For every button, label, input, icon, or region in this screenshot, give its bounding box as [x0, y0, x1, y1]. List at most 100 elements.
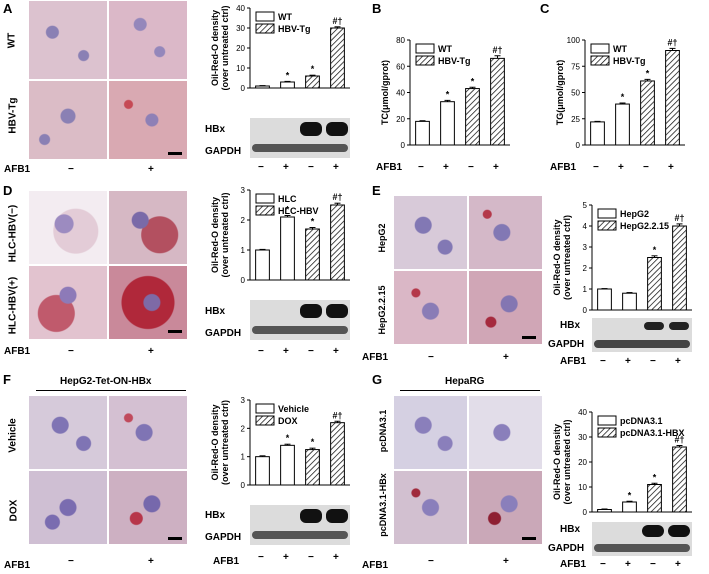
title-line-f	[36, 390, 186, 391]
legend-swatch	[590, 55, 610, 66]
blot-band	[252, 531, 348, 539]
significance-mark: *	[646, 68, 650, 78]
afb-mark: +	[625, 559, 631, 570]
row-label-dox: DOX	[8, 499, 20, 522]
y-tick-label: 75	[571, 62, 580, 71]
blot-label-hbx-d: HBx	[205, 306, 226, 317]
significance-mark: #†	[667, 37, 677, 47]
y-tick-label: 40	[236, 4, 245, 13]
chart-a: 0 10 20 30 40 Oil-Red-O density (over untreate…	[210, 4, 350, 93]
scale-bar-f	[168, 537, 182, 540]
legend-swatch	[597, 415, 617, 426]
afb-mark-g-1: −	[428, 556, 434, 567]
blot-band	[300, 122, 322, 136]
significance-mark: *	[628, 490, 632, 500]
bar	[615, 103, 630, 146]
y-tick-label: 100	[567, 36, 581, 45]
significance-mark: #†	[332, 16, 342, 26]
blot-band	[300, 304, 322, 318]
legend-label: HLC-HBV	[278, 206, 319, 216]
y-tick-label: 3	[583, 243, 588, 252]
afb-mark: −	[308, 346, 314, 357]
significance-mark: #†	[492, 45, 502, 55]
y-tick-label: 60	[396, 62, 405, 71]
y-tick-label: 5	[583, 201, 588, 210]
micrograph-d-1	[28, 190, 108, 265]
legend-swatch	[415, 43, 435, 54]
afb-row-a-chart: − + − +	[250, 162, 350, 174]
blot-band	[326, 304, 348, 318]
blot-d	[250, 300, 350, 340]
panel-title-g: HepaRG	[445, 376, 485, 387]
afb-mark: +	[443, 162, 449, 173]
y-axis-label: TC(μmol/gprot)	[380, 60, 390, 125]
y-tick-label: 3	[241, 396, 246, 405]
micrograph-f-4	[108, 470, 188, 545]
significance-mark: *	[286, 433, 290, 443]
bar	[647, 484, 662, 513]
y-axis-label: (over untreated ctrl)	[562, 419, 572, 504]
bar	[305, 449, 320, 486]
y-axis-label: TG(μmol/gprot)	[555, 60, 565, 126]
afb-mark: −	[650, 356, 656, 367]
blot-label-hbx-a: HBx	[205, 124, 226, 135]
legend-swatch	[590, 43, 610, 54]
scale-bar-a	[168, 152, 182, 155]
row-label-pcdna31: pcDNA3.1	[378, 409, 388, 453]
afb-mark: +	[333, 346, 339, 357]
blot-label-gapdh-f: GAPDH	[205, 532, 242, 543]
legend-label: HepG2.2.15	[620, 221, 669, 231]
y-tick-label: 0	[583, 508, 588, 517]
row-label-hlc-hbv-neg: HLC-HBV(−)	[7, 204, 19, 263]
afb-mark: +	[283, 162, 289, 173]
afb-mark-e-2: +	[503, 352, 509, 363]
afb-label-g-micro: AFB1	[362, 560, 389, 571]
afb-row-d-chart: − + − +	[250, 346, 350, 358]
legend-label: HLC	[278, 194, 297, 204]
micrograph-a-3	[28, 80, 108, 160]
micrograph-f-3	[28, 470, 108, 545]
afb-mark: −	[600, 356, 606, 367]
bar	[415, 120, 430, 146]
bar	[622, 501, 637, 513]
bar	[465, 88, 480, 146]
chart-g: 0 10 20 30 40 Oil-Red-O density (over untreate…	[552, 408, 692, 517]
afb-mark-e-1: −	[428, 352, 434, 363]
blot-g	[592, 522, 692, 556]
micrograph-e-4	[468, 270, 543, 345]
afb-mark-f-2: +	[148, 556, 154, 567]
y-axis-label: (over untreated ctrl)	[220, 400, 230, 485]
chart-svg: 0 10 20 30 40 Oil-Red-O density (over untreate…	[552, 408, 692, 517]
significance-mark: #†	[674, 213, 684, 223]
row-label-hbv-tg: HBV-Tg	[7, 97, 19, 134]
bar	[330, 422, 345, 486]
afb-row-e-chart: − + − +	[592, 356, 692, 368]
afb-mark-a-2: +	[148, 164, 154, 175]
significance-mark: *	[621, 92, 625, 102]
afb-mark: +	[675, 356, 681, 367]
chart-svg: 0 20 40 60 80 TC(μmol/gprot) * * #† WT HBV-Tg	[380, 36, 510, 150]
y-tick-label: 20	[578, 458, 587, 467]
afb-label-e-chart: AFB1	[560, 356, 587, 367]
scale-bar-g	[522, 537, 536, 540]
legend-label: DOX	[278, 416, 298, 426]
legend-label: HepG2	[620, 209, 649, 219]
bar	[255, 249, 270, 281]
y-tick-label: 1	[583, 285, 588, 294]
bar	[672, 225, 687, 311]
blot-label-hbx-e: HBx	[560, 320, 581, 331]
afb-mark: −	[593, 162, 599, 173]
afb-mark: −	[258, 346, 264, 357]
chart-c: 0 25 50 75 100 TG(μmol/gprot) * * #† WT HBV-Tg	[555, 36, 685, 150]
y-axis-label: Oil-Red-O density	[552, 219, 562, 295]
afb-mark-d-2: +	[148, 346, 154, 357]
afb-row-b: − + − +	[410, 162, 510, 174]
micrograph-e-1	[393, 195, 468, 270]
blot-label-hbx-f: HBx	[205, 510, 226, 521]
micrograph-g-4	[468, 470, 543, 545]
afb-label-b: AFB1	[376, 162, 403, 173]
blot-band	[668, 525, 690, 537]
y-tick-label: 1	[241, 453, 246, 462]
chart-svg: 0 1 2 3 4 5 Oil-Red-O density (over untreated c…	[552, 201, 692, 315]
chart-b: 0 20 40 60 80 TC(μmol/gprot) * * #† WT HBV-Tg	[380, 36, 510, 150]
